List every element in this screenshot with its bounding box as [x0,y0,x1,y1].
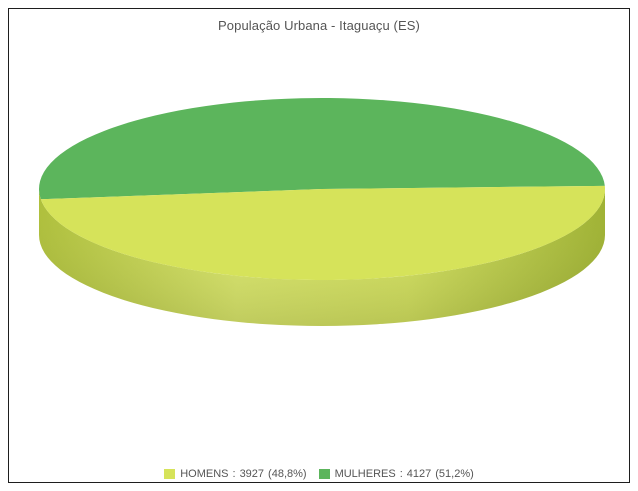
pie-side-shade [39,189,605,326]
legend-percent-mulheres: (51,2%) [435,468,474,480]
legend: HOMENS: 3927 (48,8%) MULHERES: 4127 (51,… [9,466,629,480]
chart-frame: População Urbana - Itaguaçu (ES) HOMENS:… [8,8,630,483]
pie-chart [39,98,605,326]
pie-slice-homens [40,185,605,281]
chart-title: População Urbana - Itaguaçu (ES) [218,18,420,33]
legend-label-mulheres: MULHERES [334,468,396,480]
legend-swatch-homens [164,469,176,479]
legend-value-mulheres: 4127 [406,468,432,480]
legend-item-homens: HOMENS: 3927 (48,8%) [164,466,307,480]
legend-percent-homens: (48,8%) [268,468,307,480]
legend-item-mulheres: MULHERES: 4127 (51,2%) [318,466,474,480]
legend-value-homens: 3927 [239,468,265,480]
legend-label-homens: HOMENS [180,468,229,480]
legend-swatch-mulheres [318,469,330,479]
pie-slice-mulheres [39,98,605,200]
